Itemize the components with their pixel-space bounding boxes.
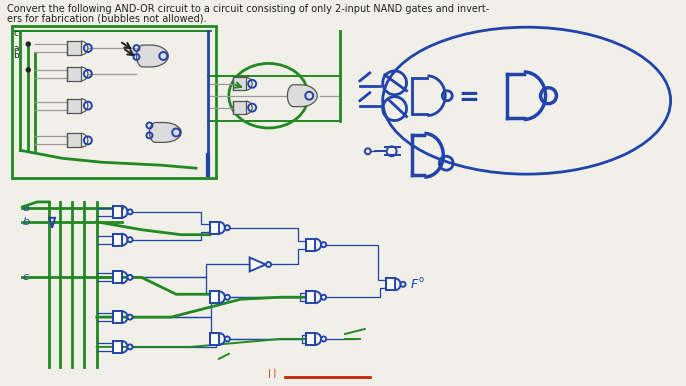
Circle shape: [128, 344, 132, 349]
Polygon shape: [287, 85, 317, 107]
Polygon shape: [250, 257, 265, 271]
Polygon shape: [386, 278, 394, 290]
Circle shape: [128, 315, 132, 320]
Text: b: b: [23, 217, 29, 227]
Text: b: b: [14, 51, 19, 59]
Polygon shape: [67, 41, 81, 55]
Polygon shape: [67, 134, 81, 147]
Text: | |: | |: [268, 369, 276, 378]
Polygon shape: [113, 234, 121, 245]
Polygon shape: [67, 99, 81, 113]
Circle shape: [321, 242, 326, 247]
Polygon shape: [306, 239, 315, 251]
Polygon shape: [306, 333, 315, 345]
Circle shape: [128, 275, 132, 280]
Polygon shape: [233, 77, 246, 90]
Circle shape: [225, 295, 230, 300]
Polygon shape: [210, 333, 219, 345]
Text: =: =: [459, 86, 480, 110]
Text: a: a: [23, 203, 29, 213]
Text: c: c: [23, 273, 28, 283]
Text: a: a: [14, 44, 19, 52]
Polygon shape: [150, 122, 181, 142]
Circle shape: [401, 282, 405, 287]
Polygon shape: [210, 222, 219, 234]
Text: ers for fabrication (bubbles not allowed).: ers for fabrication (bubbles not allowed…: [8, 13, 207, 23]
Circle shape: [26, 42, 30, 46]
Polygon shape: [210, 291, 219, 303]
Polygon shape: [137, 45, 168, 67]
Circle shape: [266, 262, 271, 267]
Circle shape: [225, 225, 230, 230]
Polygon shape: [67, 67, 81, 81]
Polygon shape: [233, 101, 246, 114]
Text: o: o: [418, 275, 423, 284]
Polygon shape: [113, 341, 121, 353]
Circle shape: [128, 237, 132, 242]
Circle shape: [26, 68, 30, 72]
Circle shape: [128, 209, 132, 214]
Polygon shape: [113, 271, 121, 283]
Text: F: F: [410, 278, 418, 291]
Circle shape: [321, 337, 326, 342]
Circle shape: [225, 337, 230, 342]
Polygon shape: [113, 206, 121, 218]
Polygon shape: [113, 311, 121, 323]
Text: c: c: [14, 29, 19, 38]
Text: Convert the following AND-OR circuit to a circuit consisting of only 2-input NAN: Convert the following AND-OR circuit to …: [8, 4, 490, 14]
Polygon shape: [306, 291, 315, 303]
Circle shape: [321, 295, 326, 300]
